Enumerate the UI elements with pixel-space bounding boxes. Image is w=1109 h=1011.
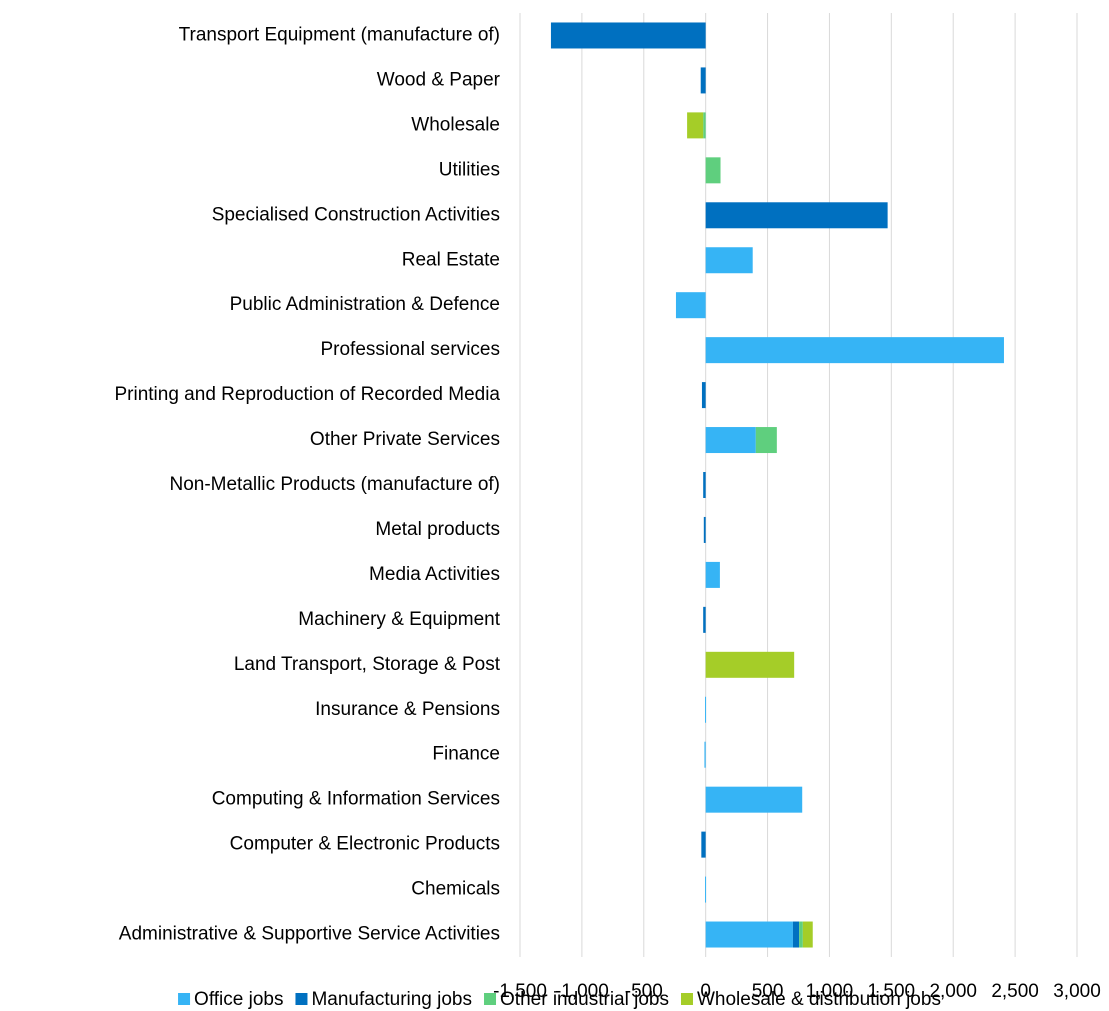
x-tick-label: 3,000 xyxy=(1053,981,1101,1002)
y-tick-label: Chemicals xyxy=(411,879,500,900)
x-tick-label: 0 xyxy=(700,981,711,1002)
bar-segment xyxy=(700,67,706,94)
y-tick-label: Public Administration & Defence xyxy=(230,294,500,315)
y-tick-label: Computer & Electronic Products xyxy=(230,834,500,855)
x-tick-label: 1,500 xyxy=(868,981,916,1002)
y-tick-label: Real Estate xyxy=(402,249,500,270)
bar-segment xyxy=(703,112,706,139)
bar-segment xyxy=(705,921,793,948)
bar-segment xyxy=(687,112,704,139)
bar-segment xyxy=(799,921,803,948)
y-tick-label: Media Activities xyxy=(369,564,500,585)
bar-segment xyxy=(792,921,800,948)
x-tick-label: 1,000 xyxy=(806,981,854,1002)
x-tick-label: -1,000 xyxy=(555,981,609,1002)
x-tick-label: -1,500 xyxy=(493,981,547,1002)
y-tick-label: Printing and Reproduction of Recorded Me… xyxy=(114,384,500,405)
bar-segment xyxy=(701,382,706,409)
legend-swatch xyxy=(484,993,497,1005)
x-tick-label: 2,000 xyxy=(929,981,977,1002)
bar-segment xyxy=(550,22,706,49)
bar-segment xyxy=(675,292,706,319)
bar-segment xyxy=(705,202,888,229)
legend-swatch xyxy=(295,993,308,1005)
legend-label: Other industrial jobs xyxy=(500,989,669,1010)
bar-segment xyxy=(755,427,777,454)
bar-segment xyxy=(705,651,795,678)
bar-segment xyxy=(705,337,1004,364)
y-tick-label: Wood & Paper xyxy=(377,69,501,90)
y-tick-label: Professional services xyxy=(320,339,500,360)
bar-segment xyxy=(704,741,706,768)
bar-segment xyxy=(802,921,813,948)
bar-segment xyxy=(705,876,707,903)
y-tick-label: Non-Metallic Products (manufacture of) xyxy=(169,474,500,495)
y-tick-label: Administrative & Supportive Service Acti… xyxy=(119,924,500,945)
legend-label: Office jobs xyxy=(194,989,283,1010)
legend-label: Wholesale & distribution jobs xyxy=(697,989,941,1010)
y-tick-label: Computing & Information Services xyxy=(212,789,500,810)
y-tick-label: Metal products xyxy=(375,519,500,540)
y-tick-label: Wholesale xyxy=(411,114,500,135)
legend-swatch xyxy=(178,993,191,1005)
x-tick-label: -500 xyxy=(625,981,663,1002)
bar-segment xyxy=(705,561,720,588)
bar-segment xyxy=(705,157,721,184)
y-tick-label: Transport Equipment (manufacture of) xyxy=(179,24,500,45)
bar-segment xyxy=(701,831,706,858)
y-tick-label: Insurance & Pensions xyxy=(315,699,500,720)
bar-segment xyxy=(703,606,706,633)
legend-swatch xyxy=(680,993,693,1005)
bar-segment xyxy=(705,427,756,454)
x-tick-label: 500 xyxy=(752,981,784,1002)
y-tick-label: Other Private Services xyxy=(310,429,500,450)
x-tick-label: 2,500 xyxy=(991,981,1039,1002)
y-tick-label: Machinery & Equipment xyxy=(298,609,500,630)
y-tick-label: Finance xyxy=(432,744,500,765)
legend-label: Manufacturing jobs xyxy=(311,989,472,1010)
bar-segment xyxy=(705,247,753,274)
y-tick-label: Specialised Construction Activities xyxy=(212,204,500,225)
bar-segment xyxy=(705,696,707,723)
bar-segment xyxy=(705,786,803,813)
bar-segment xyxy=(703,472,706,498)
y-tick-label: Utilities xyxy=(439,159,500,180)
bar-segment xyxy=(703,516,706,543)
y-tick-label: Land Transport, Storage & Post xyxy=(234,654,501,675)
